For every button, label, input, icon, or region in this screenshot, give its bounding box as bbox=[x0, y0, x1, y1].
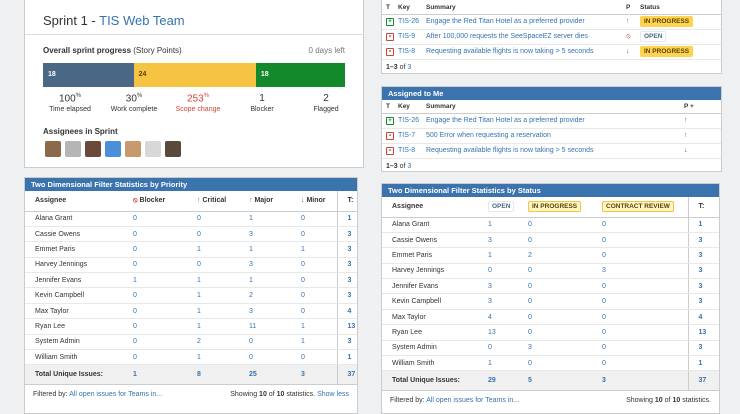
status-stats-gadget: Two Dimensional Filter Statistics by Sta… bbox=[381, 183, 720, 414]
avatar[interactable] bbox=[165, 141, 181, 157]
gadget-title: Two Dimensional Filter Statistics by Sta… bbox=[382, 184, 719, 197]
list-item: • TIS-8 Requesting available flights is no… bbox=[382, 44, 721, 60]
table-header: T Key Summary P + bbox=[382, 100, 721, 114]
list-item: • TIS-8 Requesting available flights is no… bbox=[382, 143, 721, 159]
table-row: Kevin Campbell 3 0 0 3 bbox=[382, 293, 719, 310]
bug-icon: • bbox=[386, 131, 394, 140]
gadget-footer: Filtered by: All open issues for Teams i… bbox=[390, 397, 711, 405]
days-left: 0 days left bbox=[308, 46, 345, 55]
table-row: System Admin 0 3 0 3 bbox=[382, 340, 719, 357]
priority-stats-table: Assignee ⦸ Blocker ↑ Critical ↑ Major ↓ … bbox=[25, 191, 357, 386]
avatar[interactable] bbox=[65, 141, 81, 157]
table-row: Kevin Campbell 0 1 2 0 3 bbox=[25, 287, 357, 304]
avatar[interactable] bbox=[125, 141, 141, 157]
assignee-avatars bbox=[45, 141, 181, 157]
table-row: Harvey Jennings 0 0 3 0 3 bbox=[25, 257, 357, 274]
list-item: • TIS-9 After 100,000 requests the SeeSpac… bbox=[382, 29, 721, 45]
bug-icon: • bbox=[386, 32, 394, 41]
priority-icon: ↑ bbox=[684, 132, 688, 139]
priority-icon: ↓ bbox=[626, 48, 630, 55]
sprint-progress-bar: 18 24 18 bbox=[43, 63, 345, 87]
avatar[interactable] bbox=[145, 141, 161, 157]
issues-table: T Key Summary P Status + TIS-26 Engage the… bbox=[382, 1, 721, 60]
table-row: Max Taylor 4 0 0 4 bbox=[382, 309, 719, 326]
assigned-to-me-gadget: Assigned to Me T Key Summary P + + TIS-26… bbox=[381, 86, 722, 172]
critical-icon: ↑ bbox=[197, 197, 201, 205]
progress-segment-done: 18 bbox=[255, 63, 345, 87]
table-row: Jennifer Evans 1 1 1 0 3 bbox=[25, 272, 357, 289]
bug-icon: • bbox=[386, 47, 394, 56]
total-row: Total Unique Issues: 29 5 3 37 bbox=[382, 370, 719, 392]
gadget-footer: Filtered by: All open issues for Teams i… bbox=[33, 391, 349, 399]
assignees-label: Assignees in Sprint bbox=[43, 127, 118, 136]
table-row: Ryan Lee 13 0 0 13 bbox=[382, 324, 719, 341]
status-open-lozenge: OPEN bbox=[488, 201, 515, 213]
filter-link[interactable]: All open issues for Teams in... bbox=[69, 391, 163, 399]
priority-stats-gadget: Two Dimensional Filter Statistics by Pri… bbox=[24, 177, 358, 414]
status-inprogress-lozenge: IN PROGRESS bbox=[528, 201, 582, 213]
avatar[interactable] bbox=[105, 141, 121, 157]
table-row: Cassie Owens 0 0 3 0 3 bbox=[25, 226, 357, 243]
priority-icon: ↑ bbox=[626, 18, 630, 25]
table-header: T Key Summary P Status bbox=[382, 1, 721, 15]
stat-work-complete: 30% Work complete bbox=[110, 93, 158, 114]
table-header: Assignee ⦸ Blocker ↑ Critical ↑ Major ↓ … bbox=[25, 191, 357, 212]
blocker-icon: ⦸ bbox=[133, 196, 138, 204]
priority-icon: ⦸ bbox=[626, 32, 631, 40]
progress-unit: (Story Points) bbox=[133, 46, 182, 55]
table-row: Jennifer Evans 3 0 0 3 bbox=[382, 278, 719, 295]
minor-icon: ↓ bbox=[301, 197, 305, 205]
task-icon: + bbox=[386, 116, 394, 125]
sprint-title: Sprint 1 - TIS Web Team bbox=[25, 0, 363, 35]
stat-time-elapsed: 100% Time elapsed bbox=[49, 93, 91, 114]
status-stats-table: Assignee OPEN IN PROGRESS CONTRACT REVIE… bbox=[382, 197, 719, 392]
stat-scope-change: 253% Scope change bbox=[175, 93, 221, 114]
issue-count: 1–3 of 3 bbox=[386, 63, 412, 71]
show-less-link[interactable]: Show less bbox=[317, 391, 349, 399]
filter-link[interactable]: All open issues for Teams in... bbox=[426, 397, 520, 405]
table-row: William Smith 1 0 0 1 bbox=[382, 355, 719, 372]
gadget-title: Two Dimensional Filter Statistics by Pri… bbox=[25, 178, 357, 191]
status-review-lozenge: CONTRACT REVIEW bbox=[602, 201, 674, 213]
team-link[interactable]: TIS Web Team bbox=[99, 13, 185, 28]
list-item: + TIS-26 Engage the Red Titan Hotel as a p… bbox=[382, 113, 721, 129]
table-row: System Admin 0 2 0 1 3 bbox=[25, 334, 357, 351]
add-column-icon[interactable]: + bbox=[688, 102, 694, 110]
gadget-title: Assigned to Me bbox=[382, 87, 721, 100]
status-lozenge: OPEN bbox=[640, 31, 667, 42]
stat-blocker: 1 Blocker bbox=[250, 93, 274, 113]
avatar[interactable] bbox=[85, 141, 101, 157]
sprint-stats: 100% Time elapsed 30% Work complete 253%… bbox=[43, 93, 353, 113]
priority-icon: ↑ bbox=[684, 117, 688, 124]
progress-header: Overall sprint progress (Story Points) 0… bbox=[25, 35, 363, 55]
progress-segment-inprogress: 24 bbox=[133, 63, 256, 87]
table-row: Alana Grant 0 0 1 0 1 bbox=[25, 211, 357, 227]
task-icon: + bbox=[386, 17, 394, 26]
progress-label: Overall sprint progress bbox=[43, 46, 132, 55]
stat-flagged: 2 Flagged bbox=[313, 93, 339, 113]
table-row: Alana Grant 1 0 0 1 bbox=[382, 217, 719, 233]
status-lozenge: IN PROGRESS bbox=[640, 46, 694, 57]
table-row: Emmet Paris 0 1 1 1 3 bbox=[25, 241, 357, 258]
bug-icon: • bbox=[386, 146, 394, 155]
list-item: + TIS-26 Engage the Red Titan Hotel as a p… bbox=[382, 14, 721, 30]
table-row: Cassie Owens 3 0 0 3 bbox=[382, 232, 719, 249]
major-icon: ↑ bbox=[249, 197, 253, 205]
issues-gadget: T Key Summary P Status + TIS-26 Engage the… bbox=[381, 0, 722, 74]
total-row: Total Unique Issues: 1 8 25 3 37 bbox=[25, 364, 357, 386]
status-lozenge: IN PROGRESS bbox=[640, 16, 694, 27]
priority-icon: ↓ bbox=[684, 147, 688, 154]
list-item: • TIS-7 500 Error when requesting a reserv… bbox=[382, 128, 721, 144]
progress-segment-todo: 18 bbox=[43, 63, 134, 87]
table-row: Emmet Paris 1 2 0 3 bbox=[382, 247, 719, 264]
sprint-health-gadget: Sprint 1 - TIS Web Team Overall sprint p… bbox=[24, 0, 364, 168]
table-row: William Smith 0 1 0 0 1 bbox=[25, 349, 357, 366]
avatar[interactable] bbox=[45, 141, 61, 157]
table-row: Harvey Jennings 0 0 3 3 bbox=[382, 263, 719, 280]
table-row: Max Taylor 0 1 3 0 4 bbox=[25, 303, 357, 320]
assigned-table: T Key Summary P + + TIS-26 Engage the Red … bbox=[382, 100, 721, 159]
issue-count: 1–3 of 3 bbox=[386, 162, 412, 170]
table-row: Ryan Lee 0 1 11 1 13 bbox=[25, 318, 357, 335]
table-header: Assignee OPEN IN PROGRESS CONTRACT REVIE… bbox=[382, 197, 719, 218]
